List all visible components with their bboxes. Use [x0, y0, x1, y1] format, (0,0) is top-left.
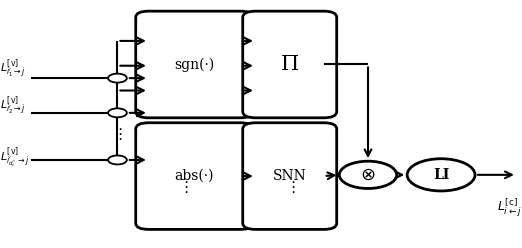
Circle shape [407, 159, 475, 191]
Text: abs(·): abs(·) [175, 169, 214, 183]
FancyBboxPatch shape [243, 123, 337, 229]
Text: $L^{\mathrm{[v]}}_{i_1^{\prime}\rightarrow j}$: $L^{\mathrm{[v]}}_{i_1^{\prime}\rightarr… [0, 58, 26, 81]
Circle shape [108, 155, 127, 164]
Text: sgn(·): sgn(·) [174, 57, 215, 72]
Text: Π: Π [281, 55, 299, 74]
Text: $L^{\mathrm{[v]}}_{i_2^{\prime}\rightarrow j}$: $L^{\mathrm{[v]}}_{i_2^{\prime}\rightarr… [0, 95, 26, 118]
Text: $L^{\mathrm{[c]}}_{i\leftarrow j}$: $L^{\mathrm{[c]}}_{i\leftarrow j}$ [496, 197, 521, 219]
Circle shape [108, 74, 127, 83]
Text: $\vdots$: $\vdots$ [284, 179, 295, 195]
FancyBboxPatch shape [243, 11, 337, 118]
Text: SNN: SNN [273, 169, 306, 183]
FancyBboxPatch shape [136, 123, 253, 229]
Text: $L^{\mathrm{[v]}}_{i_{d_c^*}^{\prime}\rightarrow j}$: $L^{\mathrm{[v]}}_{i_{d_c^*}^{\prime}\ri… [0, 146, 30, 171]
Text: LI: LI [433, 168, 449, 182]
Text: $\vdots$: $\vdots$ [112, 126, 123, 142]
FancyBboxPatch shape [136, 11, 253, 118]
Circle shape [339, 161, 397, 188]
Text: $\otimes$: $\otimes$ [360, 166, 376, 184]
Circle shape [108, 108, 127, 117]
Text: $\vdots$: $\vdots$ [179, 179, 188, 195]
